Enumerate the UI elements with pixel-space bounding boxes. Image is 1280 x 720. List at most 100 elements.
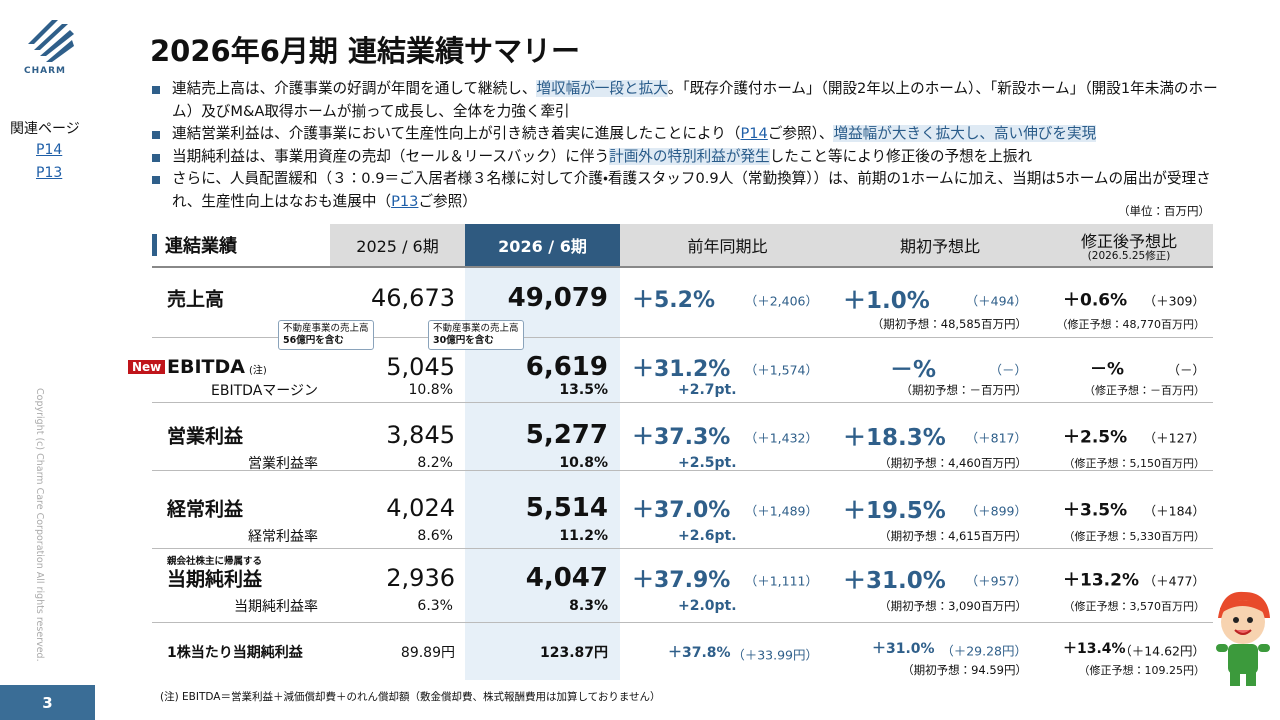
revised-note: （修正予想：48,770百万円） bbox=[1056, 318, 1206, 331]
revised-diff: （＋14.62円） bbox=[1119, 643, 1205, 659]
bullet-text: ご参照）、 bbox=[767, 125, 834, 142]
revised-note: （修正予想：3,570百万円） bbox=[1063, 600, 1206, 613]
sub-prev: 10.8% bbox=[408, 382, 453, 398]
revised-pct: ＋3.5% bbox=[1063, 500, 1128, 521]
highlight-text: 増収幅が一段と拡大 bbox=[536, 80, 668, 97]
related-link[interactable]: P14 bbox=[36, 142, 63, 158]
sub-name: 営業利益率 bbox=[248, 456, 318, 472]
bullet-text: 連結売上高は、介護事業の好調が年間を通して継続し、 bbox=[172, 80, 537, 97]
current-column-bg bbox=[465, 224, 620, 680]
curr-value: 4,047 bbox=[525, 563, 608, 593]
column-header: 前年同期比 bbox=[687, 237, 768, 256]
curr-value: 123.87円 bbox=[539, 645, 608, 661]
sub-curr: 8.3% bbox=[569, 598, 608, 614]
bullet-item: 当期純利益は、事業用資産の売却（セール＆リースバック）に伴う計画外の特別利益が発… bbox=[150, 146, 1230, 169]
bullet-text: 連結営業利益は、介護事業において生産性向上が引き続き着実に進展したことにより（ bbox=[172, 125, 741, 142]
yoy-diff: （＋1,574） bbox=[744, 362, 818, 378]
initial-note: （期初予想：94.59円） bbox=[902, 663, 1027, 677]
sub-curr: 11.2% bbox=[559, 528, 608, 544]
initial-diff: （＋957） bbox=[965, 573, 1027, 589]
revised-pct: ＋13.2% bbox=[1063, 570, 1139, 591]
column-header: 2025 / 6期 bbox=[356, 237, 439, 256]
revised-diff: （－） bbox=[1167, 362, 1205, 378]
revised-diff: （＋184） bbox=[1143, 503, 1205, 519]
mascot bbox=[1216, 591, 1270, 686]
bullet-text: さらに、人員配置緩和（３：0.9＝ご入居者様３名様に対して介護・看護スタッフ0.… bbox=[172, 170, 1211, 210]
curr-value: 5,514 bbox=[525, 493, 608, 523]
current-header-bg bbox=[465, 224, 620, 266]
row-separator bbox=[152, 622, 1213, 623]
bullet-text: したこと等により修正後の予想を上振れ bbox=[769, 147, 1033, 165]
note-mark: (注) bbox=[249, 365, 267, 377]
column-header-note: (2026.5.25修正) bbox=[1087, 250, 1171, 262]
yoy-pct: ＋31.2% bbox=[632, 357, 731, 382]
bullet-item: 連結営業利益は、介護事業において生産性向上が引き続き着実に進展したことにより（P… bbox=[150, 123, 1230, 146]
callout: 不動産事業の売上高 30億円を含む bbox=[428, 320, 524, 350]
initial-note: （期初予想：48,585百万円） bbox=[871, 317, 1027, 331]
prev-value: 2,936 bbox=[386, 564, 455, 592]
initial-diff: （＋899） bbox=[965, 503, 1027, 519]
sub-name: 経常利益率 bbox=[248, 529, 318, 545]
revised-note: （修正予想：－百万円） bbox=[1084, 384, 1205, 397]
revised-pct: ＋0.6% bbox=[1063, 290, 1128, 311]
callout-line: 不動産事業の売上高 bbox=[433, 323, 519, 334]
callout-line: 30億円を含む bbox=[433, 335, 494, 346]
initial-pct: ＋19.5% bbox=[843, 498, 946, 524]
initial-pct: －% bbox=[890, 357, 937, 383]
yoy-pct: ＋37.9% bbox=[632, 568, 731, 593]
yoy-diff: （＋1,432） bbox=[744, 430, 818, 446]
bullet-text: ご参照） bbox=[418, 192, 477, 210]
row-separator bbox=[152, 470, 1213, 471]
logo-text: CHARM bbox=[24, 66, 66, 76]
initial-pct: ＋31.0% bbox=[843, 568, 946, 594]
row-name: 営業利益 bbox=[167, 425, 244, 448]
initial-note: （期初予想：4,460百万円） bbox=[879, 456, 1027, 470]
unit-note: （単位：百万円） bbox=[1118, 204, 1210, 218]
column-header: 修正後予想比 bbox=[1080, 232, 1177, 251]
sub-curr: 10.8% bbox=[559, 455, 608, 471]
sub-curr: 13.5% bbox=[559, 382, 608, 398]
initial-pct: ＋18.3% bbox=[843, 425, 946, 451]
header-rule bbox=[152, 266, 1213, 268]
sub-prev: 8.6% bbox=[417, 528, 453, 544]
row-prefix: 親会社株主に帰属する bbox=[167, 556, 263, 567]
row-separator bbox=[152, 402, 1213, 403]
sub-yoy: +2.5pt. bbox=[678, 455, 737, 471]
yoy-diff: （＋1,111） bbox=[744, 573, 818, 589]
initial-diff: （＋817） bbox=[965, 430, 1027, 446]
bullet-item: 連結売上高は、介護事業の好調が年間を通して継続し、増収幅が一段と拡大。「既存介護… bbox=[150, 78, 1230, 123]
new-badge: New bbox=[128, 360, 166, 374]
yoy-pct: ＋37.3% bbox=[632, 425, 731, 450]
bullet-text: 当期純利益は、事業用資産の売却（セール＆リースバック）に伴う bbox=[172, 147, 610, 165]
initial-note: （期初予想：3,090百万円） bbox=[879, 599, 1027, 613]
copyright: Copyright (c) Charm Care Corporation All… bbox=[34, 388, 45, 662]
prev-value: 89.89円 bbox=[400, 645, 455, 661]
revised-pct: ＋2.5% bbox=[1063, 427, 1128, 448]
revised-diff: （＋309） bbox=[1143, 293, 1205, 309]
column-header: 2026 / 6期 bbox=[498, 237, 587, 256]
row-separator bbox=[152, 337, 1213, 338]
section-bar bbox=[152, 234, 157, 256]
column-header: 期初予想比 bbox=[899, 237, 980, 256]
row-name: EBITDA bbox=[167, 356, 245, 378]
highlight-text: 増益幅が大きく拡大し、高い伸びを実現 bbox=[833, 125, 1097, 142]
reference-link[interactable]: P14 bbox=[740, 125, 768, 142]
prev-value: 4,024 bbox=[386, 494, 455, 522]
sub-name: EBITDAマージン bbox=[211, 383, 318, 399]
page-number: 3 bbox=[0, 685, 95, 720]
sub-prev: 6.3% bbox=[417, 598, 453, 614]
prev-value: 5,045 bbox=[386, 353, 455, 381]
revised-note: （修正予想：5,150百万円） bbox=[1063, 457, 1206, 470]
sub-prev: 8.2% bbox=[417, 455, 453, 471]
reference-link[interactable]: P13 bbox=[391, 192, 419, 210]
prev-value: 3,845 bbox=[386, 421, 455, 449]
initial-diff: （＋494） bbox=[965, 293, 1027, 309]
curr-value: 49,079 bbox=[507, 283, 608, 313]
row-name: 当期純利益 bbox=[167, 568, 263, 591]
revised-pct: ＋13.4% bbox=[1063, 641, 1126, 657]
revised-diff: （＋127） bbox=[1143, 430, 1205, 446]
revised-note: （修正予想：5,330百万円） bbox=[1063, 530, 1206, 543]
sub-yoy: +2.7pt. bbox=[678, 382, 737, 398]
related-link[interactable]: P13 bbox=[36, 165, 63, 181]
